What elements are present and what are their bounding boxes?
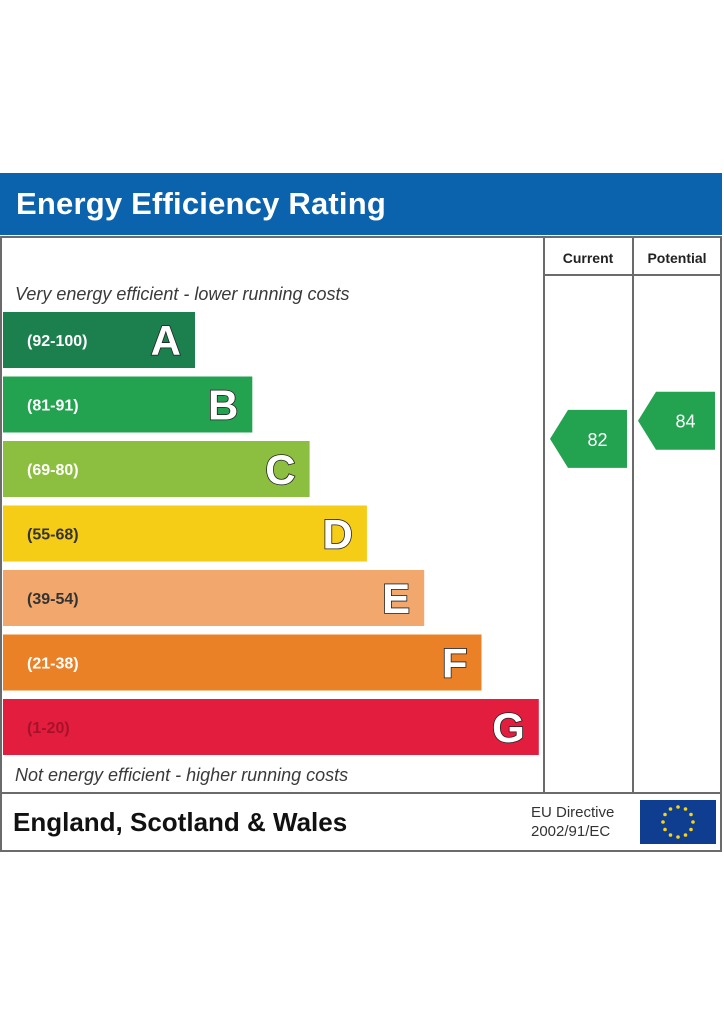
rating-band-g: (1-20) G <box>3 699 539 755</box>
band-letter-b: B <box>208 382 238 429</box>
band-range-b: (81-91) <box>27 398 79 415</box>
band-bar-a <box>3 312 195 368</box>
eu-star <box>668 807 673 811</box>
current-column-header: Current <box>562 250 614 266</box>
band-bar-g <box>3 699 539 755</box>
eu-star <box>689 812 693 817</box>
band-letter-d: D <box>323 511 353 558</box>
band-letter-e: E <box>382 575 410 622</box>
band-range-e: (39-54) <box>27 591 79 608</box>
eu-star <box>691 820 695 824</box>
band-bar-b <box>3 376 253 433</box>
rating-band-f: (21-38) F <box>3 634 482 691</box>
column-divider-current <box>543 236 545 794</box>
potential-value: 84 <box>675 412 695 432</box>
band-bar-d <box>3 505 367 562</box>
band-bar-c <box>3 441 310 497</box>
column-divider-potential <box>632 236 634 794</box>
eu-star <box>683 833 688 837</box>
rating-band-c: (69-80) C <box>3 441 310 497</box>
band-range-a: (92-100) <box>27 333 87 350</box>
band-letter-f: F <box>442 640 468 687</box>
chart-title: Energy Efficiency Rating <box>16 186 387 221</box>
potential-indicator: 84 <box>638 391 715 450</box>
footer-divider <box>0 792 722 794</box>
potential-arrow <box>638 391 715 450</box>
rating-band-b: (81-91) B <box>3 376 253 433</box>
band-letter-a: A <box>151 317 181 364</box>
band-letter-g: G <box>492 704 525 751</box>
band-bar-e <box>3 570 425 626</box>
band-range-d: (55-68) <box>27 527 79 544</box>
eu-star <box>663 827 667 832</box>
eu-star <box>676 835 680 839</box>
rating-band-a: (92-100) A <box>3 312 195 368</box>
current-arrow <box>550 409 627 468</box>
rating-band-e: (39-54) E <box>3 570 425 626</box>
footer-region: England, Scotland & Wales <box>13 807 348 837</box>
eu-flag-icon <box>640 800 716 844</box>
eu-star <box>668 833 673 837</box>
band-letter-c: C <box>265 446 295 493</box>
top-note: Very energy efficient - lower running co… <box>15 284 350 304</box>
potential-column-header: Potential <box>647 250 707 266</box>
current-value: 82 <box>587 430 607 450</box>
eu-star <box>676 805 680 809</box>
current-indicator: 82 <box>550 409 627 468</box>
eu-star <box>683 807 688 811</box>
band-range-g: (1-20) <box>27 720 70 737</box>
eu-star <box>689 827 693 832</box>
band-range-f: (21-38) <box>27 656 79 673</box>
band-bar-f <box>3 634 482 691</box>
eu-star <box>661 820 665 824</box>
directive-line-2: 2002/91/EC <box>531 823 611 840</box>
directive-line-1: EU Directive <box>531 804 615 821</box>
band-range-c: (69-80) <box>27 462 79 479</box>
column-header-divider <box>543 274 722 276</box>
rating-band-d: (55-68) D <box>3 505 367 562</box>
bottom-note: Not energy efficient - higher running co… <box>15 765 349 785</box>
eu-star <box>663 812 667 817</box>
header-bar: Energy Efficiency Rating <box>0 173 722 235</box>
